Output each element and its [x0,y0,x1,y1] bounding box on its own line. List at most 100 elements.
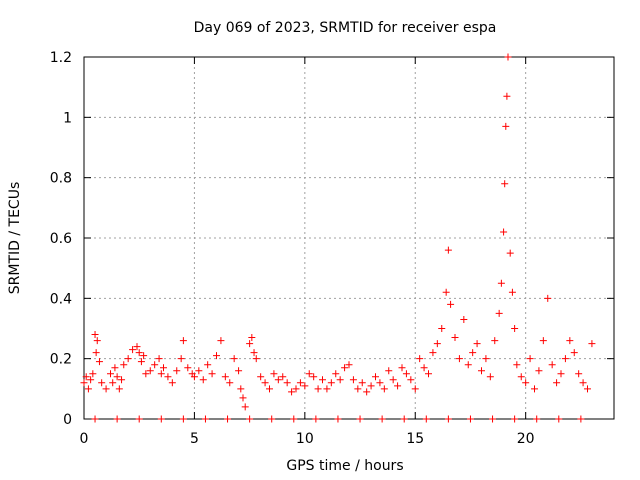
data-point-marker [235,367,243,375]
data-point-marker [570,349,578,357]
data-point-marker [292,385,300,393]
data-point-marker [367,382,375,390]
data-point-marker [539,337,547,345]
data-point-marker [506,249,514,257]
data-point-marker [517,373,525,381]
data-point-marker [118,376,126,384]
data-point-marker [160,364,167,372]
data-point-marker [195,367,203,375]
x-tick-label: 20 [517,431,535,447]
data-point-marker [380,385,388,393]
data-point-marker [226,379,234,387]
data-point-marker [497,279,505,287]
y-tick-label: 0.6 [50,231,72,247]
data-point-marker [451,334,459,342]
data-point-marker [261,379,269,387]
data-point-marker [208,370,216,378]
y-tick-label: 0 [63,412,72,428]
data-point-marker [356,415,364,423]
x-tick-label: 5 [190,431,199,447]
data-point-marker [444,246,452,254]
data-point-marker [522,379,530,387]
data-point-marker [93,337,101,345]
data-point-marker [533,415,541,423]
data-point-marker [349,376,357,384]
axis-ticks: 0 0.2 0.4 0.6 0.8 1 1.2 0 5 10 15 20 [50,50,614,447]
data-point-marker [296,379,304,387]
y-tick-label: 0.2 [50,352,72,368]
data-point-marker [411,385,419,393]
data-point-marker [513,361,521,369]
data-point-marker [301,382,309,390]
data-point-marker [584,385,591,393]
data-point-marker [252,355,260,363]
data-point-marker [526,355,534,363]
data-point-marker [464,361,472,369]
data-point-marker [422,415,430,423]
data-point-marker [288,388,296,396]
data-point-marker [544,294,552,302]
data-point-marker [503,92,511,100]
data-point-marker [217,337,225,345]
data-point-marker [341,364,349,372]
x-tick-label: 15 [406,431,424,447]
data-point-marker [305,370,313,378]
data-point-marker [124,355,132,363]
data-point-marker [398,364,406,372]
data-point-marker [394,382,402,390]
data-point-marker [135,415,143,423]
y-tick-label: 0.4 [50,291,72,307]
data-point-marker [444,415,452,423]
data-point-marker [257,373,265,381]
data-point-marker [425,370,432,378]
data-point-marker [115,385,123,393]
data-point-marker [91,331,99,339]
data-point-marker [438,325,446,332]
data-point-marker [442,288,450,296]
data-point-marker [455,355,463,363]
data-point-marker [495,309,503,317]
data-point-marker [239,394,247,402]
data-point-marker [557,370,565,378]
data-point-marker [385,367,393,375]
data-point-marker [179,337,187,345]
data-point-marker [98,379,106,387]
data-point-marker [177,355,185,363]
data-marks [80,53,596,423]
data-point-marker [555,415,563,423]
data-point-marker [142,370,150,378]
data-point-marker [102,385,110,393]
x-axis-label: GPS time / hours [286,458,403,474]
data-point-marker [268,415,276,423]
chart-title: Day 069 of 2023, SRMTID for receiver esp… [194,20,497,36]
data-point-marker [137,358,145,366]
data-point-marker [372,373,379,381]
data-point-marker [109,379,117,387]
data-point-marker [577,415,585,423]
data-point-marker [89,370,97,378]
data-point-marker [491,337,499,345]
data-point-marker [378,415,386,423]
data-point-marker [190,373,198,381]
data-point-marker [473,340,481,348]
data-point-marker [504,53,512,61]
data-point-marker [327,379,335,387]
data-point-marker [312,415,320,423]
data-point-marker [561,355,569,363]
data-point-marker [270,370,278,378]
data-point-marker [345,361,353,369]
data-point-marker [466,415,474,423]
data-point-marker [157,415,165,423]
data-point-marker [290,415,298,423]
data-point-marker [274,376,282,384]
y-axis-label: SRMTID / TECUs [7,182,23,295]
data-point-marker [224,415,232,423]
data-point-marker [323,385,331,393]
data-point-marker [489,415,497,423]
data-point-marker [460,315,468,323]
data-point-marker [92,349,100,357]
data-point-marker [250,349,258,357]
data-point-marker [354,385,362,393]
data-point-marker [213,352,220,360]
data-point-marker [201,415,209,423]
